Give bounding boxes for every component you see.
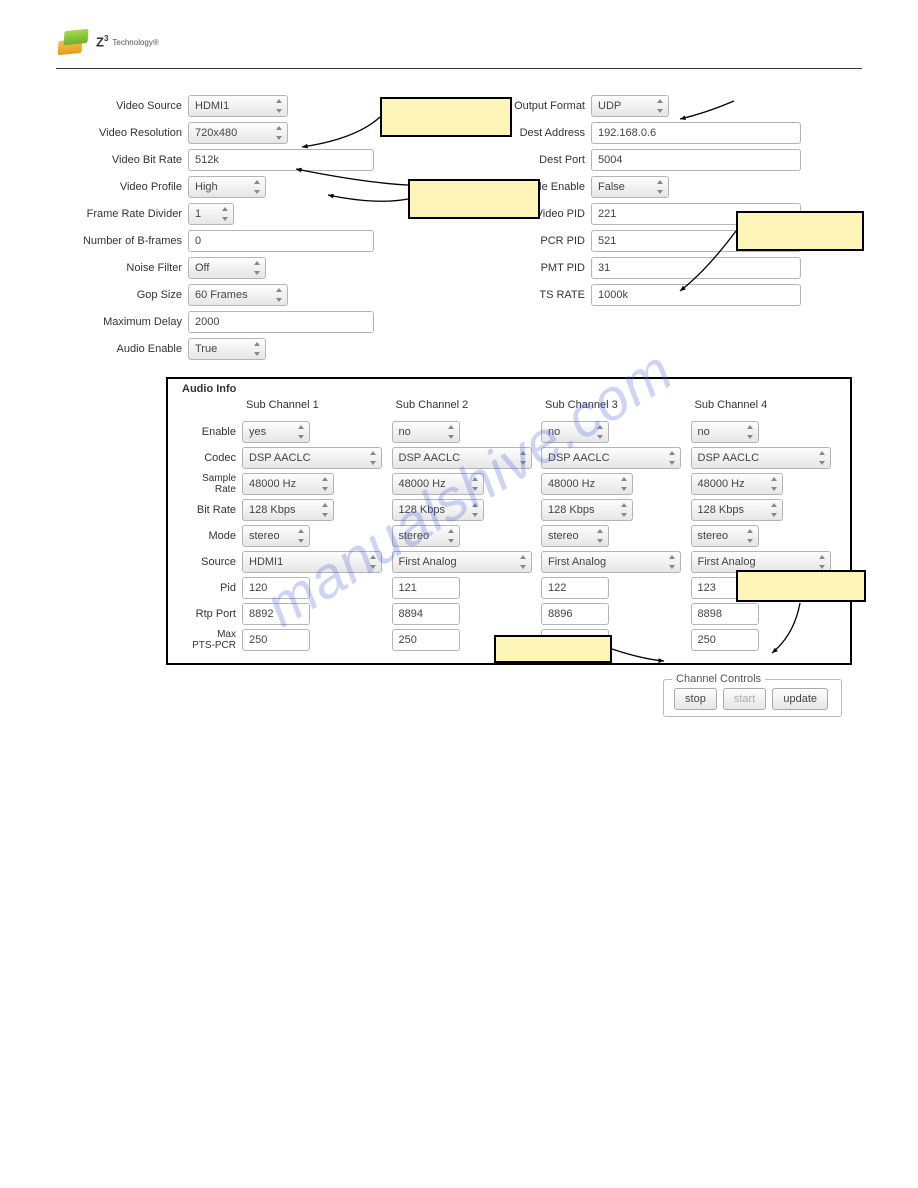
bitrate-select[interactable]: 128 Kbps (691, 499, 783, 521)
enable-select[interactable]: no (392, 421, 460, 443)
callout-h2 (408, 179, 540, 219)
frame-rate-divider-label: Frame Rate Divider (76, 208, 188, 220)
dest-port-label: Dest Port (479, 154, 591, 166)
source-select[interactable]: First Analog (392, 551, 532, 573)
stop-button[interactable]: stop (674, 688, 717, 710)
callout-h5 (494, 635, 612, 663)
audio-info-title: Audio Info (178, 383, 840, 395)
row-mode-label: Mode (178, 523, 242, 549)
audio-subchannel-3: Sub Channel 3no DSP AACLC 48000 Hz 128 Kbps… (541, 399, 691, 653)
subchannel-title: Sub Channel 4 (691, 399, 841, 419)
row-samplerate-label: SampleRate (178, 471, 242, 497)
gop-size-select[interactable]: 60 Frames (188, 284, 288, 306)
bitrate-select[interactable]: 128 Kbps (242, 499, 334, 521)
video-profile-select[interactable]: High (188, 176, 266, 198)
maxptspcr-input[interactable] (691, 629, 759, 651)
row-rtpport-label: Rtp Port (178, 601, 242, 627)
enable-select[interactable]: no (691, 421, 759, 443)
max-delay-label: Maximum Delay (76, 316, 188, 328)
ts-rate-label: TS RATE (479, 289, 591, 301)
audio-enable-select[interactable]: True (188, 338, 266, 360)
row-bitrate-label: Bit Rate (178, 497, 242, 523)
bitrate-select[interactable]: 128 Kbps (392, 499, 484, 521)
codec-select[interactable]: DSP AACLC (541, 447, 681, 469)
pcr-pid-label: PCR PID (479, 235, 591, 247)
audio-row-labels: Enable Codec SampleRate Bit Rate Mode So… (178, 399, 242, 653)
channel-controls-fieldset: Channel Controls stop start update (663, 679, 842, 717)
logo-subtext: Technology® (112, 38, 158, 47)
mode-select[interactable]: stereo (541, 525, 609, 547)
pid-input[interactable] (242, 577, 310, 599)
samplerate-select[interactable]: 48000 Hz (541, 473, 633, 495)
gop-size-label: Gop Size (76, 289, 188, 301)
callout-h3 (736, 211, 864, 251)
row-pid-label: Pid (178, 575, 242, 601)
subchannel-title: Sub Channel 3 (541, 399, 691, 419)
video-bitrate-input[interactable] (188, 149, 374, 171)
audio-enable-label: Audio Enable (76, 343, 188, 355)
num-bframes-input[interactable] (188, 230, 374, 252)
audio-subchannel-1: Sub Channel 1yes DSP AACLC 48000 Hz 128 Kbp… (242, 399, 392, 653)
pmt-pid-label: PMT PID (479, 262, 591, 274)
rtpport-input[interactable] (242, 603, 310, 625)
aux-ts-file-enable-select[interactable]: False (591, 176, 669, 198)
samplerate-select[interactable]: 48000 Hz (392, 473, 484, 495)
mode-select[interactable]: stereo (691, 525, 759, 547)
video-source-select[interactable]: HDMI1 (188, 95, 288, 117)
noise-filter-select[interactable]: Off (188, 257, 266, 279)
mode-select[interactable]: stereo (392, 525, 460, 547)
source-select[interactable]: HDMI1 (242, 551, 382, 573)
start-button[interactable]: start (723, 688, 766, 710)
bitrate-select[interactable]: 128 Kbps (541, 499, 633, 521)
frame-rate-divider-select[interactable]: 1 (188, 203, 234, 225)
audio-info-panel: Audio Info Enable Codec SampleRate Bit R… (166, 377, 852, 665)
video-profile-label: Video Profile (76, 181, 188, 193)
num-bframes-label: Number of B-frames (76, 235, 188, 247)
codec-select[interactable]: DSP AACLC (242, 447, 382, 469)
row-enable-label: Enable (178, 419, 242, 445)
ts-rate-input[interactable] (591, 284, 801, 306)
max-delay-input[interactable] (188, 311, 374, 333)
source-select[interactable]: First Analog (541, 551, 681, 573)
output-format-select[interactable]: UDP (591, 95, 669, 117)
row-codec-label: Codec (178, 445, 242, 471)
audio-subchannel-2: Sub Channel 2no DSP AACLC 48000 Hz 128 Kbps… (392, 399, 542, 653)
pid-input[interactable] (541, 577, 609, 599)
enable-select[interactable]: yes (242, 421, 310, 443)
samplerate-select[interactable]: 48000 Hz (691, 473, 783, 495)
maxptspcr-input[interactable] (242, 629, 310, 651)
pid-input[interactable] (392, 577, 460, 599)
row-source-label: Source (178, 549, 242, 575)
subchannel-title: Sub Channel 2 (392, 399, 542, 419)
logo-icon (56, 28, 90, 56)
video-bitrate-label: Video Bit Rate (76, 154, 188, 166)
samplerate-select[interactable]: 48000 Hz (242, 473, 334, 495)
callout-h4 (736, 570, 866, 602)
codec-select[interactable]: DSP AACLC (392, 447, 532, 469)
video-resolution-select[interactable]: 720x480 (188, 122, 288, 144)
subchannel-title: Sub Channel 1 (242, 399, 392, 419)
logo-text: Z3 (96, 34, 108, 49)
rtpport-input[interactable] (691, 603, 759, 625)
rtpport-input[interactable] (392, 603, 460, 625)
enable-select[interactable]: no (541, 421, 609, 443)
video-resolution-label: Video Resolution (76, 127, 188, 139)
dest-address-input[interactable] (591, 122, 801, 144)
update-button[interactable]: update (772, 688, 828, 710)
codec-select[interactable]: DSP AACLC (691, 447, 831, 469)
video-source-label: Video Source (76, 100, 188, 112)
rtpport-input[interactable] (541, 603, 609, 625)
channel-controls-legend: Channel Controls (672, 673, 765, 685)
callout-h1 (380, 97, 512, 137)
mode-select[interactable]: stereo (242, 525, 310, 547)
row-maxptspcr-label: MaxPTS-PCR (178, 627, 242, 653)
dest-port-input[interactable] (591, 149, 801, 171)
noise-filter-label: Noise Filter (76, 262, 188, 274)
maxptspcr-input[interactable] (392, 629, 460, 651)
pmt-pid-input[interactable] (591, 257, 801, 279)
logo-header: Z3 Technology® (56, 28, 862, 69)
audio-subchannel-4: Sub Channel 4no DSP AACLC 48000 Hz 128 Kbps… (691, 399, 841, 653)
